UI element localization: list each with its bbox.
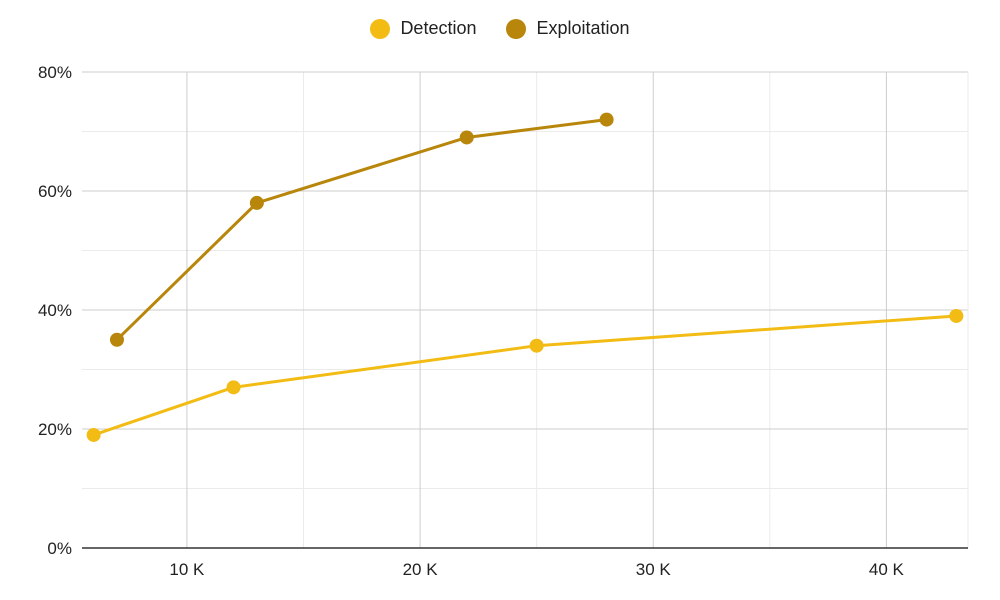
data-point-detection	[529, 338, 544, 353]
legend-item-detection: Detection	[370, 18, 476, 39]
data-point-exploitation	[459, 130, 474, 145]
x-tick-label: 10 K	[169, 560, 205, 579]
legend-label-exploitation: Exploitation	[536, 18, 630, 38]
chart-legend: Detection Exploitation	[0, 18, 1000, 39]
y-tick-label: 60%	[38, 182, 72, 201]
y-tick-label: 20%	[38, 420, 72, 439]
x-tick-label: 20 K	[403, 560, 439, 579]
legend-swatch-exploitation	[506, 18, 527, 39]
legend-item-exploitation: Exploitation	[506, 18, 630, 39]
series-line-detection	[92, 314, 958, 437]
y-tick-label: 80%	[38, 63, 72, 82]
chart-lines	[92, 118, 958, 437]
y-tick-label: 40%	[38, 301, 72, 320]
data-point-detection	[226, 380, 241, 395]
x-tick-label: 40 K	[869, 560, 905, 579]
x-tick-label: 30 K	[636, 560, 672, 579]
y-tick-label: 0%	[47, 539, 72, 558]
chart-grid	[82, 71, 969, 548]
data-point-detection	[86, 427, 101, 442]
series-line-exploitation	[115, 118, 609, 342]
data-point-exploitation	[109, 332, 124, 347]
data-point-detection	[949, 308, 964, 323]
chart-tick-labels: 0% 20% 40% 60% 80% 10 K 20 K 30 K 40 K	[38, 63, 905, 579]
legend-label-detection: Detection	[400, 18, 477, 38]
data-point-exploitation	[249, 195, 264, 210]
data-point-exploitation	[599, 112, 614, 127]
chart-points	[86, 112, 964, 442]
legend-swatch-detection	[370, 18, 391, 39]
